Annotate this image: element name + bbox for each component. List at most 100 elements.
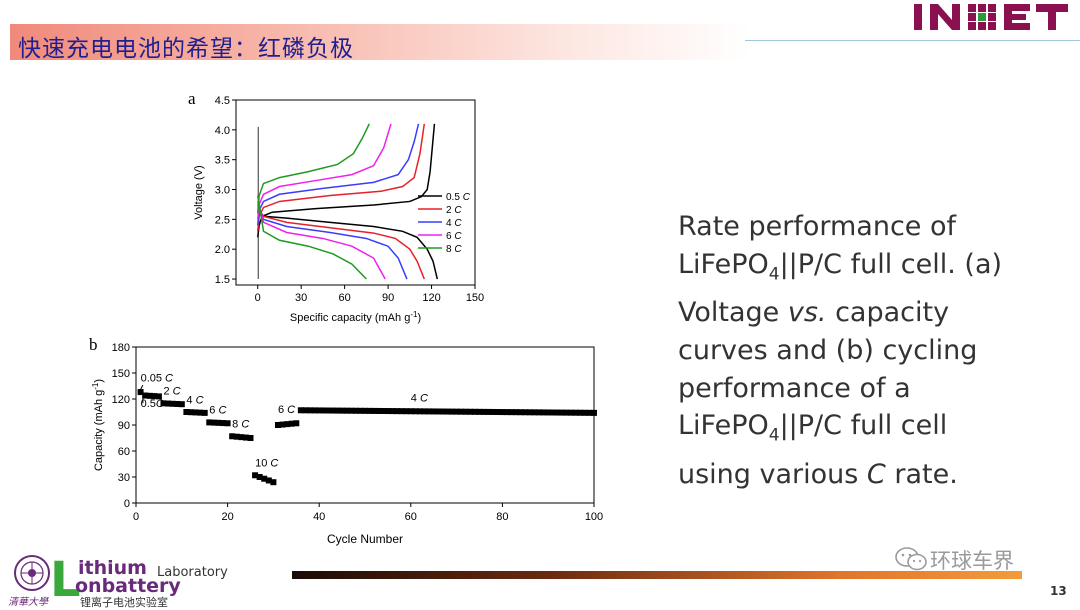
data-point [398, 408, 405, 415]
x-tick-label-a: 30 [295, 292, 307, 304]
data-point [137, 389, 144, 396]
x-tick-label-a: 60 [339, 292, 351, 304]
x-tick-label-b: 0 [133, 511, 139, 523]
panel-a-label: a [188, 89, 196, 108]
data-point [165, 400, 172, 407]
data-point [297, 407, 304, 414]
x-tick-label-b: 60 [405, 511, 417, 523]
legend-entry-unit: C [454, 205, 462, 216]
data-point [568, 409, 575, 416]
y-axis-label-sup-b: -1 [91, 382, 100, 390]
data-point [224, 420, 231, 427]
y-tick-label-a: 3.0 [215, 185, 230, 197]
x-tick-label-a: 150 [466, 292, 484, 304]
data-point [375, 407, 382, 414]
data-point [293, 420, 300, 427]
data-point [430, 408, 437, 415]
data-point [302, 407, 309, 414]
data-point [563, 409, 570, 416]
x-axis-label-end-a: ) [417, 312, 421, 324]
series-6C-charge-line [256, 123, 392, 220]
data-point [151, 393, 158, 400]
data-point [242, 434, 249, 441]
rate-annotation: 4 C [186, 394, 203, 406]
data-point [435, 408, 442, 415]
rate-annotation: 0.5C [141, 398, 164, 410]
rate-annotation-unit: C [420, 393, 428, 405]
y-tick-label-b: 30 [118, 472, 130, 484]
data-point [311, 407, 318, 414]
legend-entry: 2 C [446, 205, 462, 216]
data-point [481, 408, 488, 415]
y-tick-label-b: 90 [118, 420, 130, 432]
legend-entry-unit: C [454, 244, 462, 255]
data-point [545, 409, 552, 416]
data-point [499, 409, 506, 416]
desc-line-6: LiFePO4||P/C full cell [678, 410, 948, 446]
data-point [343, 407, 350, 414]
data-point [210, 419, 217, 426]
data-point [279, 421, 286, 428]
rate-annotation-unit: C [270, 458, 278, 470]
x-axis-label-sup-a: -1 [410, 310, 418, 319]
data-point [261, 475, 268, 482]
data-point [320, 407, 327, 414]
data-point [352, 407, 359, 414]
x-tick-label-a: 0 [255, 292, 261, 304]
data-point [403, 408, 410, 415]
title-bar [10, 24, 750, 60]
x-axis-label-a: Specific capacity (mAh g-1) [290, 310, 421, 324]
desc-line-7: using various C rate. [678, 458, 958, 490]
data-point [549, 409, 556, 416]
data-point [471, 408, 478, 415]
series-8C-charge-line [256, 123, 370, 214]
desc-line-2: LiFePO4||P/C full cell. (a) [678, 248, 1003, 285]
data-point [389, 408, 396, 415]
data-point [531, 409, 538, 416]
data-point [178, 401, 185, 408]
data-point [169, 400, 176, 407]
data-point [453, 408, 460, 415]
lab-logo-word1: ithium [78, 557, 147, 579]
series-0.5C-charge-line [256, 123, 436, 238]
data-point [508, 409, 515, 416]
desc-line-3: Voltage vs. capacity [678, 296, 950, 328]
data-point [270, 479, 277, 486]
y-tick-label-a: 4.0 [215, 125, 230, 137]
data-point [554, 409, 561, 416]
data-point [586, 409, 593, 416]
data-point [412, 408, 419, 415]
data-point [252, 472, 259, 479]
data-point [407, 408, 414, 415]
data-point [307, 407, 314, 414]
annotation-arrow [140, 384, 144, 390]
legend-entry-unit: C [454, 218, 462, 229]
data-point [192, 409, 199, 416]
rate-annotation-unit: C [196, 394, 204, 406]
data-point [536, 409, 543, 416]
desc-line-5: performance of a [678, 372, 911, 404]
data-point [316, 407, 323, 414]
desc-line-1: Rate performance of [678, 211, 957, 242]
university-name: 清華大學 [8, 597, 48, 608]
data-point [160, 400, 167, 407]
data-point [155, 393, 162, 400]
y-tick-label-a: 2.0 [215, 244, 230, 256]
data-point [416, 408, 423, 415]
data-point [503, 409, 510, 416]
data-point [591, 409, 597, 416]
y-axis-label-a: Voltage (V) [193, 165, 205, 219]
slide-title: 快速充电电池的希望：红磷负极 [18, 36, 354, 62]
lab-logo-word3: onbattery [75, 575, 181, 597]
title-divider [745, 40, 1080, 41]
data-point [394, 408, 401, 415]
data-point [449, 408, 456, 415]
y-tick-label-a: 2.5 [215, 214, 230, 226]
y-tick-label-b: 60 [118, 446, 130, 458]
data-point [357, 407, 364, 414]
y-tick-label-a: 1.5 [215, 274, 230, 286]
data-point [146, 392, 153, 399]
data-point [444, 408, 451, 415]
rate-annotation-unit: C [165, 373, 173, 385]
x-tick-label-a: 120 [422, 292, 440, 304]
